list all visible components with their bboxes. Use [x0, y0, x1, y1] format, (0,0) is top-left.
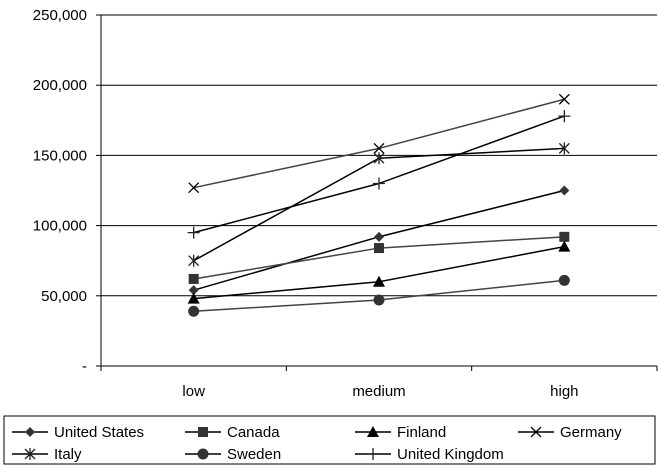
data-point-germany — [373, 142, 385, 154]
legend-label: Sweden — [227, 446, 281, 463]
data-point-united-kingdom — [373, 177, 385, 190]
data-point-germany — [188, 182, 200, 194]
legend-marker — [367, 426, 379, 437]
legend: United States Canada Finland Germany Italy Sw… — [3, 415, 656, 465]
data-point-germany — [558, 93, 570, 105]
legend-label: Canada — [227, 424, 280, 441]
data-point-italy — [373, 152, 385, 165]
legend-item-canada: Canada — [185, 424, 280, 441]
axes — [100, 15, 657, 367]
series-italy — [188, 142, 570, 267]
data-point-united-states — [374, 231, 384, 242]
legend-label: United Kingdom — [397, 446, 504, 463]
x-axis-ticks: low medium high — [100, 366, 658, 400]
data-point-sweden — [373, 294, 385, 306]
data-point-finland — [558, 240, 571, 252]
legend-item-finland: Finland — [355, 424, 446, 441]
series-line-germany — [193, 98, 565, 189]
series-germany — [188, 93, 570, 194]
legend-marker — [367, 448, 379, 460]
data-point-united-states — [188, 285, 199, 296]
y-tick-label: 100,000 — [33, 218, 87, 235]
series-sweden — [188, 274, 570, 317]
data-point-finland — [187, 292, 200, 304]
legend-item-sweden: Sweden — [185, 446, 281, 463]
legend-item-united-states: United States — [12, 424, 144, 441]
legend-label: United States — [54, 424, 144, 441]
data-point-italy — [188, 254, 200, 267]
legend-label: Italy — [54, 446, 82, 463]
y-tick-label: 250,000 — [33, 7, 87, 24]
y-tick-label: 150,000 — [33, 147, 87, 164]
legend-item-germany: Germany — [518, 424, 622, 441]
data-point-italy — [558, 142, 570, 155]
legend-marker — [530, 426, 542, 438]
legend-label: Germany — [560, 424, 622, 441]
series-line-finland — [193, 245, 565, 300]
x-tick-label: low — [182, 383, 205, 400]
legend-label: Finland — [397, 424, 446, 441]
data-point-canada — [374, 243, 384, 254]
x-tick-label: medium — [352, 383, 405, 400]
legend-marker — [24, 448, 36, 460]
series-united-kingdom — [187, 110, 571, 239]
y-tick-label: - — [82, 358, 87, 375]
y-axis-ticks: - 50,000 100,000 150,000 200,000 250,000 — [33, 7, 101, 375]
x-tick-label: high — [550, 383, 578, 400]
data-point-finland — [373, 275, 385, 287]
series-united-states — [188, 185, 570, 296]
legend-marker — [197, 448, 209, 460]
data-point-united-states — [559, 185, 570, 196]
data-point-united-kingdom — [558, 110, 571, 123]
y-tick-label: 50,000 — [41, 288, 87, 305]
legend-box — [3, 415, 656, 465]
data-point-canada — [188, 273, 199, 284]
legend-item-italy: Italy — [12, 446, 82, 463]
series-line-united-kingdom — [193, 115, 565, 234]
series-finland — [187, 240, 571, 304]
data-point-united-kingdom — [187, 226, 200, 239]
legend-item-united-kingdom: United Kingdom — [355, 446, 504, 463]
legend-marker — [198, 427, 208, 437]
data-point-canada — [559, 231, 570, 242]
data-point-sweden — [558, 274, 570, 286]
data-point-sweden — [188, 305, 200, 317]
legend-marker — [25, 427, 35, 437]
series-group — [187, 93, 571, 317]
y-tick-label: 200,000 — [33, 77, 87, 94]
series-canada — [188, 231, 570, 284]
